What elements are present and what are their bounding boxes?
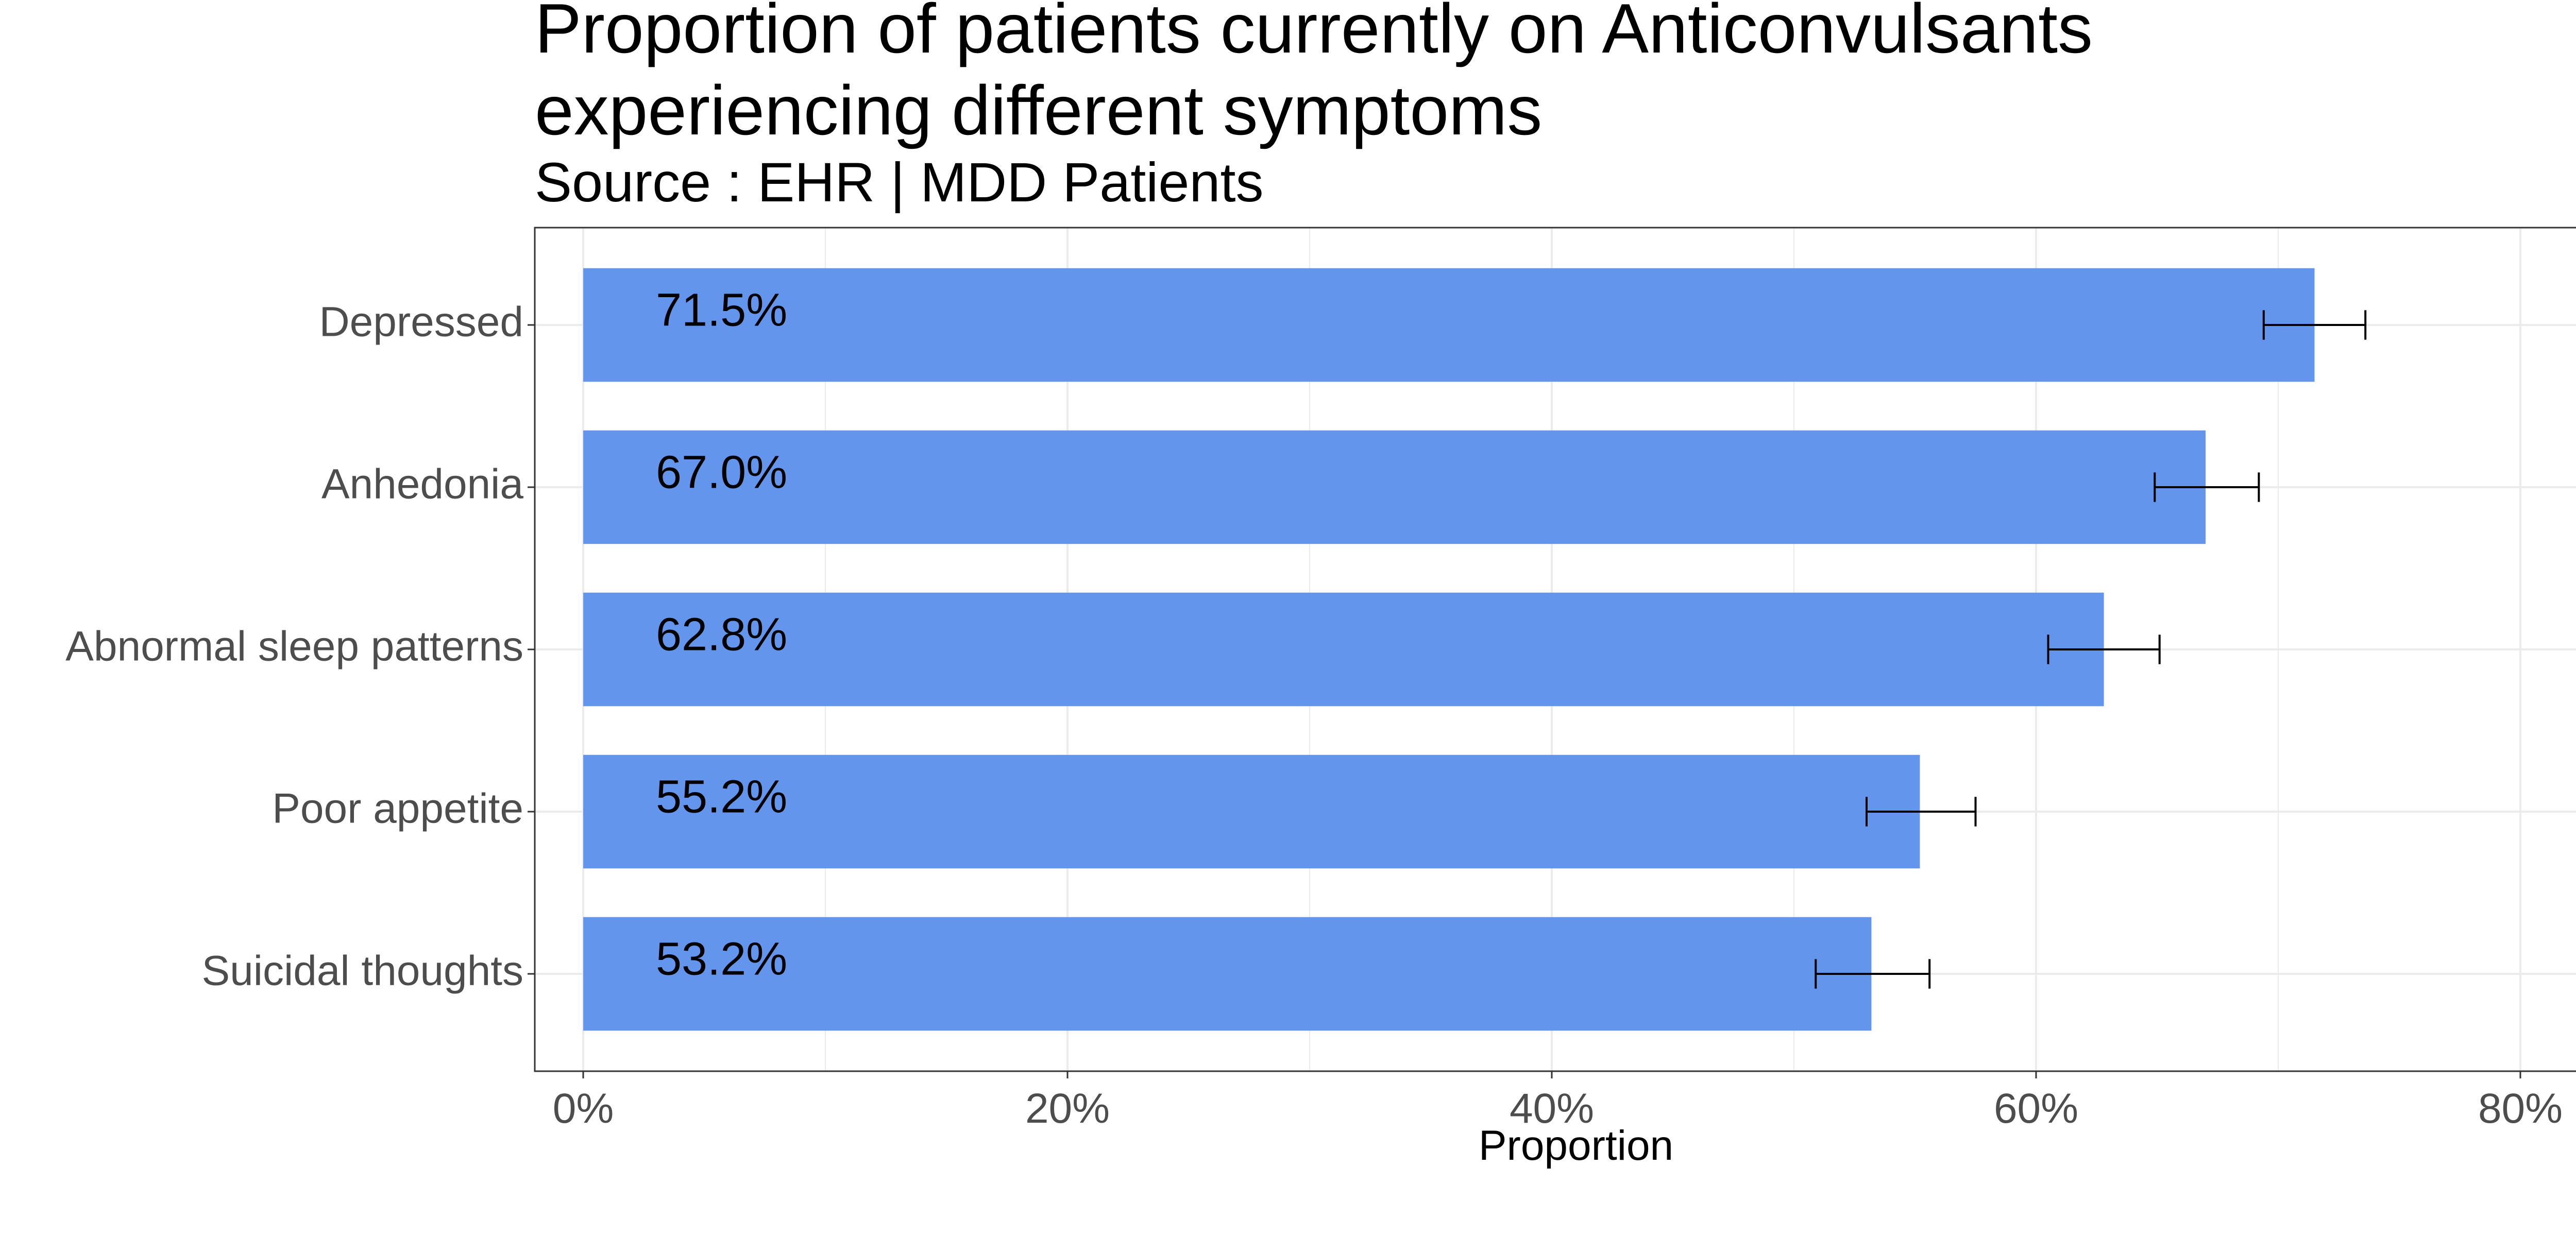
y-axis: Depressed Anhedonia Abnormal sleep pattern… [65, 299, 535, 994]
bars [583, 268, 2315, 1031]
x-axis: 0% 20% 40% 60% 80% [553, 1071, 2563, 1132]
bar-value-label: 53.2% [656, 934, 787, 985]
bar [583, 917, 1872, 1031]
bar [583, 430, 2206, 544]
chart-subtitle: Source : EHR | MDD Patients [535, 151, 1264, 213]
y-tick-label: Anhedonia [321, 461, 524, 508]
x-tick-label: 80% [2478, 1085, 2563, 1132]
x-tick-label: 60% [1994, 1085, 2078, 1132]
bar-value-label: 62.8% [656, 609, 787, 661]
bar-value-labels: 71.5% 67.0% 62.8% 55.2% 53.2% [656, 285, 787, 985]
x-tick-label: 0% [553, 1085, 614, 1132]
chart-title-line1: Proportion of patients currently on Anti… [535, 0, 2093, 67]
x-tick-label: 40% [1510, 1085, 1594, 1132]
x-tick-label: 20% [1025, 1085, 1110, 1132]
chart-title-line2: experiencing different symptoms [535, 71, 1542, 149]
y-tick-label: Abnormal sleep patterns [65, 623, 523, 670]
bar [583, 754, 1920, 869]
bar [583, 268, 2315, 382]
y-tick-label: Suicidal thoughts [201, 948, 523, 994]
y-tick-label: Depressed [319, 299, 523, 346]
x-axis-title: Proportion [1479, 1122, 1673, 1169]
bar-value-label: 67.0% [656, 447, 787, 499]
bar-value-label: 71.5% [656, 285, 787, 336]
bar [583, 592, 2104, 707]
y-tick-label: Poor appetite [272, 785, 523, 832]
bar-value-label: 55.2% [656, 771, 787, 823]
error-bars [1815, 310, 2367, 989]
